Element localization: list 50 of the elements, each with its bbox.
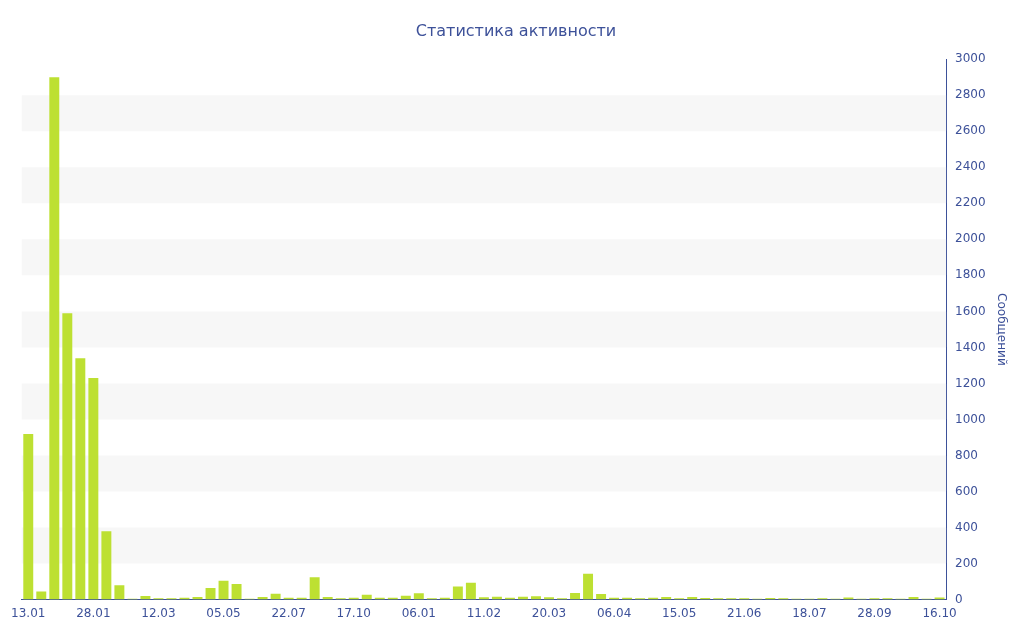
y2-tick-label: 2000 [955, 231, 986, 246]
bar [309, 577, 320, 600]
y2-axis-title: Сообщений [994, 293, 1009, 366]
x-tick-label: 15.05 [662, 605, 697, 620]
x-tick-label: 28.01 [76, 605, 111, 620]
bar [36, 591, 47, 600]
y2-tick-label: 1600 [955, 303, 986, 318]
x-tick-label: 12.03 [141, 605, 176, 620]
bar [583, 573, 594, 600]
y2-tick-label: 400 [955, 519, 978, 534]
x-tick-label: 22.07 [271, 605, 306, 620]
x-tick-label: 13.01 [11, 605, 46, 620]
y2-tick-label: 600 [955, 483, 978, 498]
bar [62, 313, 73, 600]
bar [570, 593, 581, 600]
x-tick-label: 20.03 [531, 605, 567, 620]
y2-tick-label: 1400 [955, 339, 986, 354]
bar [231, 583, 242, 600]
y2-tick-label: 800 [955, 447, 978, 462]
x-tick-label: 11.02 [466, 605, 502, 620]
y2-tick-label: 2400 [955, 159, 986, 174]
bar [49, 77, 60, 600]
x-tick-label: 05.05 [206, 605, 241, 620]
y2-tick-label: 1200 [955, 375, 986, 390]
y2-tick-label: 2600 [955, 123, 986, 138]
x-tick-label: 18.07 [792, 605, 827, 620]
x-tick-label: 16.10 [922, 605, 957, 620]
y2-tick-label: 2800 [955, 87, 986, 102]
x-tick-label: 17.10 [336, 605, 371, 620]
bar [218, 580, 229, 600]
bar [75, 358, 86, 600]
bar [101, 531, 112, 600]
bar [23, 433, 34, 600]
bar [531, 596, 541, 600]
y2-tick-label: 2200 [955, 195, 986, 210]
bar [88, 378, 99, 600]
x-tick-label: 06.01 [401, 605, 436, 620]
y2-tick-label: 200 [955, 555, 978, 570]
bar [114, 585, 125, 600]
y2-tick-label: 0 [955, 591, 963, 606]
bar [465, 582, 476, 600]
y2-tick-label: 3000 [955, 51, 986, 66]
bar [413, 593, 424, 600]
x-tick-label: 06.04 [596, 605, 632, 620]
chart-title: Статистика активности [415, 20, 617, 40]
y2-tick-label: 1800 [955, 267, 986, 282]
x-tick-label: 21.06 [727, 605, 762, 620]
x-tick-label: 28.09 [857, 605, 892, 620]
bar [452, 586, 463, 600]
y2-tick-label: 1000 [955, 411, 986, 426]
